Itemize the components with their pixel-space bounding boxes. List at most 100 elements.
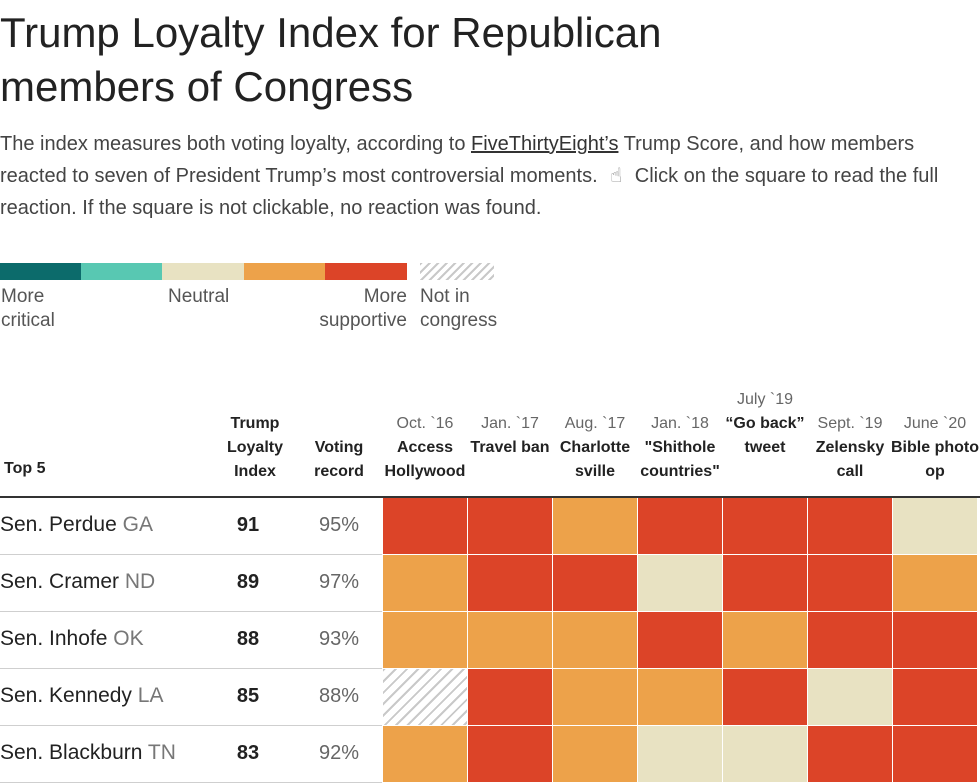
legend-swatch-critical [81, 263, 162, 280]
header-event-1: Jan. `17 Travel ban [466, 412, 554, 460]
legend-label-more-critical: More critical [1, 286, 55, 331]
event-date: June `20 [903, 415, 967, 432]
header-event-6: June `20 Bible photo op [891, 412, 979, 484]
table-row: Sen. Perdue GA 91 95% [0, 498, 980, 555]
member-state: ND [124, 570, 156, 593]
voting-record-value: 88% [318, 685, 360, 707]
event-label: “Go back” tweet [725, 415, 805, 456]
reaction-cell[interactable] [383, 612, 467, 668]
chart-description: The index measures both voting loyalty, … [0, 128, 980, 224]
reaction-cell[interactable] [553, 612, 637, 668]
reaction-cell[interactable] [723, 669, 807, 725]
reaction-cell[interactable] [638, 498, 722, 554]
member-name-text: Sen. Blackburn [0, 741, 143, 764]
color-legend: More critical Neutral More supportive No… [0, 263, 520, 343]
reaction-cell[interactable] [638, 555, 722, 611]
reaction-cell[interactable] [723, 612, 807, 668]
voting-record-value: 93% [318, 628, 360, 650]
row-divider [0, 725, 382, 726]
reaction-cell[interactable] [893, 555, 977, 611]
row-divider [0, 668, 382, 669]
reaction-cell[interactable] [638, 726, 722, 782]
loyalty-index-value: 89 [236, 571, 260, 593]
reaction-cell[interactable] [808, 555, 892, 611]
reaction-cell[interactable] [383, 498, 467, 554]
event-date: Sept. `19 [817, 415, 883, 432]
reaction-cell[interactable] [553, 555, 637, 611]
loyalty-index-value: 83 [236, 742, 260, 764]
member-state: OK [113, 627, 144, 650]
legend-label-neutral: Neutral [168, 286, 230, 307]
description-text-1: The index measures both voting loyalty, … [0, 133, 471, 155]
header-event-3: Jan. `18 "Shithole countries" [636, 412, 724, 484]
reaction-cell[interactable] [468, 612, 552, 668]
reaction-cell[interactable] [468, 498, 552, 554]
reaction-cell [383, 669, 467, 725]
member-name-text: Sen. Kennedy [0, 684, 132, 707]
reaction-cell[interactable] [553, 498, 637, 554]
fivethirtyeight-link[interactable]: FiveThirtyEight’s [471, 133, 619, 155]
reaction-cell[interactable] [808, 612, 892, 668]
event-date: Oct. `16 [396, 415, 454, 432]
reaction-cell[interactable] [468, 726, 552, 782]
reaction-cell[interactable] [553, 726, 637, 782]
header-divider [0, 496, 980, 498]
event-date: Jan. `17 [481, 415, 539, 432]
event-label: Charlotte sville [559, 439, 631, 480]
member-state: TN [147, 741, 176, 764]
header-loyalty-index: Trump Loyalty Index [226, 415, 283, 480]
reaction-cell[interactable] [638, 612, 722, 668]
reaction-cell[interactable] [808, 498, 892, 554]
member-state: LA [137, 684, 164, 707]
event-date: Jan. `18 [651, 415, 709, 432]
event-label: "Shithole countries" [640, 439, 720, 480]
reaction-cell[interactable] [723, 498, 807, 554]
header-event-5: Sept. `19 Zelensky call [806, 412, 894, 484]
table-row: Sen. Blackburn TN 83 92% [0, 726, 980, 783]
legend-swatch-not-in-congress [420, 263, 494, 280]
voting-record-value: 97% [318, 571, 360, 593]
chart-title: Trump Loyalty Index for Republican membe… [0, 9, 662, 110]
legend-label-more-supportive: More supportive [319, 286, 407, 331]
reaction-cell[interactable] [893, 669, 977, 725]
loyalty-index-value: 88 [236, 628, 260, 650]
reaction-cell[interactable] [553, 669, 637, 725]
reaction-cell[interactable] [893, 612, 977, 668]
row-divider [0, 554, 382, 555]
row-divider [0, 611, 382, 612]
loyalty-index-value: 91 [236, 514, 260, 536]
member-name: Sen. Perdue GA [0, 513, 153, 537]
reaction-cell[interactable] [383, 726, 467, 782]
loyalty-index-value: 85 [236, 685, 260, 707]
member-state: GA [122, 513, 153, 536]
event-date: Aug. `17 [564, 415, 626, 432]
header-voting-record: Voting record [314, 439, 364, 480]
reaction-cell[interactable] [808, 669, 892, 725]
reaction-cell[interactable] [893, 726, 977, 782]
member-name: Sen. Inhofe OK [0, 627, 144, 651]
member-name-text: Sen. Perdue [0, 513, 117, 536]
legend-swatch-more-supportive [325, 263, 407, 280]
legend-label-not-in-congress: Not in congress [420, 286, 498, 331]
reaction-cell[interactable] [468, 669, 552, 725]
event-label: Bible photo op [891, 439, 979, 480]
reaction-cell[interactable] [468, 555, 552, 611]
legend-swatch-supportive [244, 263, 325, 280]
header-event-0: Oct. `16 Access Hollywood [381, 412, 469, 484]
member-name: Sen. Kennedy LA [0, 684, 163, 708]
legend-swatch-more-critical [0, 263, 81, 280]
reaction-cell[interactable] [808, 726, 892, 782]
reaction-cell[interactable] [383, 555, 467, 611]
voting-record-value: 95% [318, 514, 360, 536]
voting-record-value: 92% [318, 742, 360, 764]
event-label: Access Hollywood [384, 439, 466, 480]
reaction-cell[interactable] [723, 726, 807, 782]
reaction-cell[interactable] [638, 669, 722, 725]
hand-pointer-icon: ☝ [610, 165, 623, 187]
event-label: Zelensky call [815, 439, 885, 480]
table-row: Sen. Cramer ND 89 97% [0, 555, 980, 612]
member-name-text: Sen. Inhofe [0, 627, 108, 650]
reaction-cell[interactable] [723, 555, 807, 611]
reaction-cell[interactable] [893, 498, 977, 554]
header-event-2: Aug. `17 Charlotte sville [551, 412, 639, 484]
